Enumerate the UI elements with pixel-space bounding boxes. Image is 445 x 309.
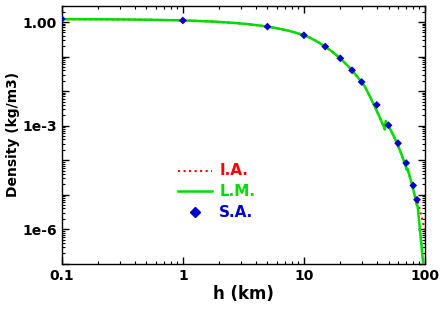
Point	[179, 18, 186, 23]
Point	[413, 197, 421, 202]
Point	[322, 44, 329, 49]
Point	[373, 102, 380, 107]
Point	[410, 183, 417, 188]
Legend: I.A., L.M., S.A.: I.A., L.M., S.A.	[178, 163, 255, 220]
Point	[358, 79, 365, 84]
Point	[395, 141, 402, 146]
Point	[264, 24, 271, 29]
X-axis label: h (km): h (km)	[213, 286, 274, 303]
Point	[385, 123, 392, 128]
Point	[300, 33, 307, 38]
Y-axis label: Density (kg/m3): Density (kg/m3)	[5, 72, 20, 197]
Point	[348, 68, 356, 73]
Point	[58, 16, 65, 21]
Point	[403, 161, 410, 166]
Point	[337, 56, 344, 61]
